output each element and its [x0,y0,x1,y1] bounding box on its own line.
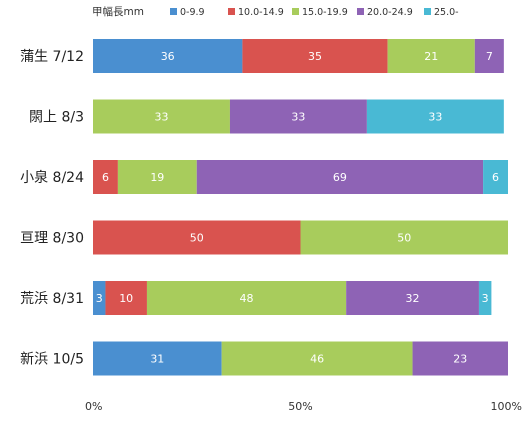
bar-segment [93,341,222,376]
legend-swatch [170,8,177,15]
bar-segment [412,341,508,376]
data-label: 21 [424,50,438,63]
bar-segment [93,160,118,194]
category-label: 蒲生 7/12 [20,49,84,65]
bar-segment [483,160,508,194]
x-tick-label: 0% [85,400,102,413]
category-label: 荒浜 8/31 [20,291,84,307]
data-label: 50 [397,232,411,245]
legend-swatch [357,8,364,15]
data-label: 69 [333,171,347,184]
data-label: 3 [96,292,103,305]
category-label: 新浜 10/5 [20,352,84,368]
data-label: 31 [150,353,164,366]
x-tick-label: 100% [491,400,522,413]
legend-swatch [292,8,299,15]
legend-swatch [228,8,235,15]
bar-segment [474,39,504,73]
data-label: 19 [150,171,164,184]
data-label: 46 [310,353,324,366]
data-label: 32 [406,292,420,305]
legend-swatch [424,8,431,15]
bar-segment [221,341,413,376]
bar-segment [93,281,106,315]
data-label: 3 [482,292,489,305]
data-label: 6 [102,171,109,184]
x-tick-label: 50% [288,400,312,413]
category-label: 亘理 8/30 [20,231,84,247]
legend-label: 15.0-19.9 [302,7,348,18]
category-label: 小泉 8/24 [20,169,84,186]
data-label: 33 [154,111,168,124]
data-label: 33 [428,111,442,124]
legend-items: 0-9.9 10.0-14.9 15.0-19.9 20.0-24.9 25.0- [170,7,459,18]
data-label: 6 [492,171,499,184]
x-axis-ticks: 0% 50% 100% [85,400,522,413]
data-label: 33 [291,111,305,124]
data-label: 7 [486,50,493,63]
data-label: 50 [190,232,204,245]
legend-label: 25.0- [434,7,459,18]
bar-segment [366,99,504,134]
legend-label: 0-9.9 [180,7,205,18]
bar-segment [387,39,475,73]
bar-segment [229,99,367,134]
bar-segment [117,160,197,194]
bar-segment [93,99,230,134]
category-label: 閖上 8/3 [29,110,84,126]
data-label: 36 [161,50,175,63]
legend-label: 20.0-24.9 [367,7,413,18]
bars: 36 35 21 7 33 33 33 6 19 69 6 50 50 3 10 48 32 3 31 46 23 [93,39,508,376]
legend-label: 10.0-14.9 [238,7,284,18]
legend-title: 甲幅長mm [92,5,144,18]
bar-segment [93,220,301,255]
bar-segment [242,39,388,73]
bar-segment [300,220,508,255]
bar-segment [105,281,147,315]
data-label: 48 [240,292,254,305]
data-label: 23 [453,353,467,366]
bar-segment [478,281,492,315]
bar-segment [93,39,243,73]
data-label: 35 [308,50,322,63]
bar-segment [346,281,479,315]
data-label: 10 [119,292,133,305]
bar-segment [146,281,347,315]
legend: 甲幅長mm 0-9.9 10.0-14.9 15.0-19.9 20.0-24.9 25… [92,5,459,18]
bar-segment [196,160,484,194]
category-labels: 蒲生 7/12 閖上 8/3 小泉 8/24 亘理 8/30 荒浜 8/31 新浜 10/… [20,49,84,368]
